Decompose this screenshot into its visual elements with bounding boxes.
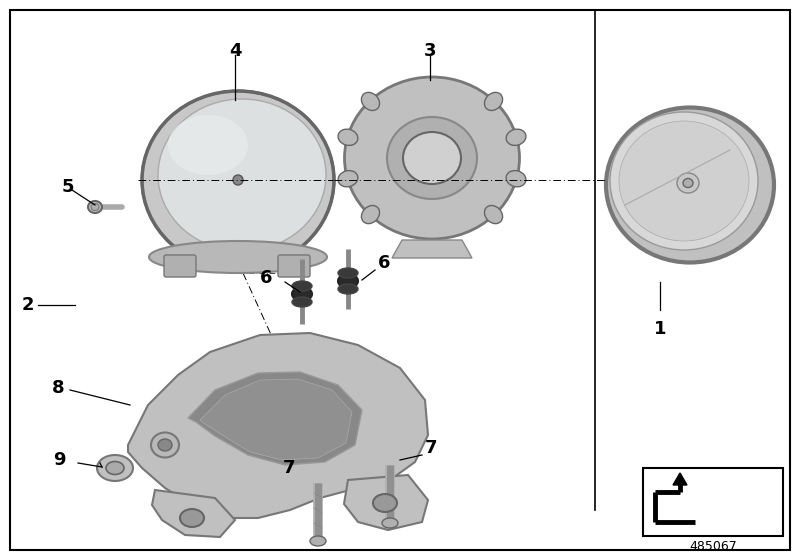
Ellipse shape: [338, 284, 358, 294]
Ellipse shape: [485, 206, 502, 223]
Text: 8: 8: [52, 379, 64, 397]
Text: 5: 5: [62, 178, 74, 196]
Ellipse shape: [168, 115, 248, 175]
Ellipse shape: [310, 536, 326, 546]
Ellipse shape: [373, 494, 397, 512]
Ellipse shape: [338, 268, 358, 278]
Text: 7: 7: [282, 459, 295, 477]
Ellipse shape: [292, 281, 312, 291]
Polygon shape: [344, 475, 428, 530]
Ellipse shape: [506, 171, 526, 187]
Polygon shape: [200, 379, 352, 460]
Ellipse shape: [88, 201, 102, 213]
Ellipse shape: [506, 129, 526, 146]
Ellipse shape: [677, 173, 699, 193]
Ellipse shape: [292, 297, 312, 307]
Ellipse shape: [606, 108, 774, 263]
Ellipse shape: [338, 274, 358, 288]
Ellipse shape: [403, 132, 461, 184]
Ellipse shape: [180, 509, 204, 527]
Polygon shape: [188, 372, 362, 465]
Ellipse shape: [151, 432, 179, 458]
Polygon shape: [152, 490, 235, 537]
Ellipse shape: [97, 455, 133, 481]
Ellipse shape: [362, 92, 379, 110]
Ellipse shape: [683, 179, 693, 188]
Ellipse shape: [382, 518, 398, 528]
Text: 4: 4: [229, 42, 242, 60]
Ellipse shape: [387, 117, 477, 199]
Bar: [643, 468, 783, 536]
Ellipse shape: [619, 121, 749, 241]
Ellipse shape: [345, 77, 519, 239]
Ellipse shape: [91, 203, 99, 211]
Ellipse shape: [610, 112, 758, 250]
Polygon shape: [128, 333, 428, 518]
Ellipse shape: [158, 99, 326, 251]
Polygon shape: [673, 473, 687, 485]
Ellipse shape: [158, 439, 172, 451]
Text: 6: 6: [259, 269, 272, 287]
Text: 9: 9: [54, 451, 66, 469]
Text: 6: 6: [378, 254, 390, 272]
Text: 2: 2: [22, 296, 34, 314]
Ellipse shape: [362, 206, 379, 223]
Ellipse shape: [142, 91, 334, 269]
Ellipse shape: [338, 171, 358, 187]
Ellipse shape: [338, 129, 358, 146]
Text: 7: 7: [425, 439, 438, 457]
Text: 1: 1: [654, 320, 666, 338]
Text: 485067: 485067: [689, 539, 737, 553]
Ellipse shape: [485, 92, 502, 110]
Ellipse shape: [106, 461, 124, 474]
Ellipse shape: [233, 175, 243, 185]
Polygon shape: [392, 240, 472, 258]
Text: 3: 3: [424, 42, 436, 60]
FancyBboxPatch shape: [278, 255, 310, 277]
FancyBboxPatch shape: [164, 255, 196, 277]
Ellipse shape: [149, 241, 327, 273]
Ellipse shape: [292, 287, 312, 301]
